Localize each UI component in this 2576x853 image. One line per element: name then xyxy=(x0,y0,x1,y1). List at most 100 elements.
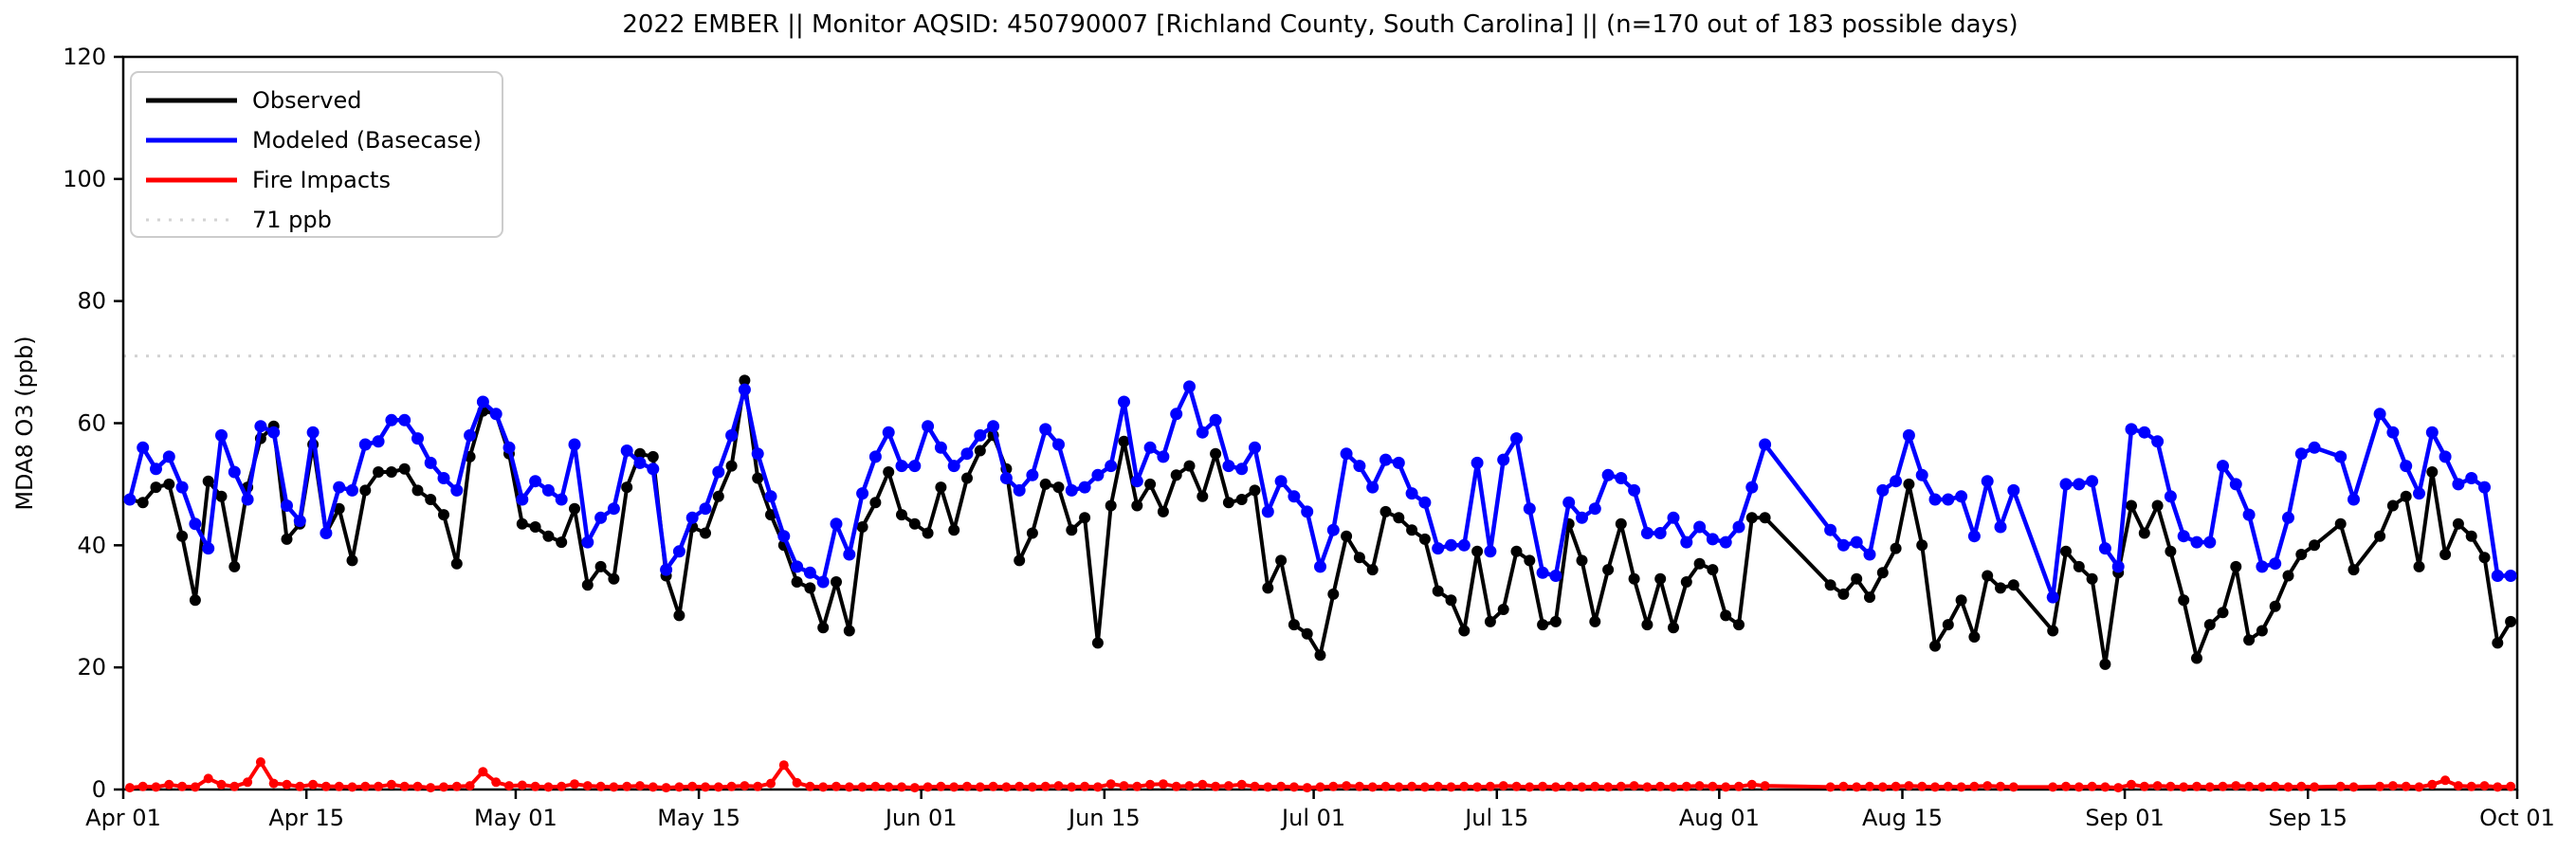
series-marker-fire-impacts xyxy=(2506,781,2516,791)
series-marker-fire-impacts xyxy=(2283,782,2293,792)
series-marker-fire-impacts xyxy=(1485,781,1495,791)
series-marker-fire-impacts xyxy=(1302,783,1312,793)
series-marker-observed xyxy=(2386,499,2399,512)
series-marker-modeled-basecase- xyxy=(1039,423,1052,436)
series-marker-fire-impacts xyxy=(491,777,502,788)
series-marker-modeled-basecase- xyxy=(450,483,464,497)
series-marker-modeled-basecase- xyxy=(830,517,843,531)
series-marker-fire-impacts xyxy=(1590,781,1600,791)
series-marker-fire-impacts xyxy=(151,782,161,792)
series-marker-fire-impacts xyxy=(2165,781,2176,791)
series-marker-modeled-basecase- xyxy=(1850,535,1863,549)
series-marker-modeled-basecase- xyxy=(162,450,175,463)
series-marker-modeled-basecase- xyxy=(215,428,228,442)
series-marker-observed xyxy=(1327,588,1340,600)
series-marker-observed xyxy=(2126,499,2137,512)
series-marker-fire-impacts xyxy=(1027,782,1037,792)
series-marker-observed xyxy=(2138,527,2150,539)
series-marker-fire-impacts xyxy=(1328,781,1339,791)
series-marker-fire-impacts xyxy=(805,781,815,791)
series-marker-observed xyxy=(1026,527,1038,539)
series-marker-fire-impacts xyxy=(177,781,188,791)
legend-label-modeled-basecase-: Modeled (Basecase) xyxy=(252,127,482,154)
series-marker-observed xyxy=(425,494,437,505)
series-marker-modeled-basecase- xyxy=(1471,456,1484,469)
series-marker-fire-impacts xyxy=(2008,782,2019,792)
series-marker-fire-impacts xyxy=(1014,781,1025,791)
series-marker-fire-impacts xyxy=(504,781,514,791)
series-marker-observed xyxy=(1249,484,1261,497)
series-marker-fire-impacts xyxy=(1197,779,1208,789)
series-marker-fire-impacts xyxy=(2192,781,2201,791)
series-marker-fire-impacts xyxy=(1184,781,1195,791)
series-marker-fire-impacts xyxy=(1996,781,2005,791)
series-marker-modeled-basecase- xyxy=(1640,527,1653,539)
series-marker-observed xyxy=(647,450,659,463)
series-marker-fire-impacts xyxy=(1669,782,1678,792)
series-marker-observed xyxy=(1197,490,1209,502)
series-marker-modeled-basecase- xyxy=(1484,545,1497,558)
series-marker-observed xyxy=(516,517,528,530)
series-marker-fire-impacts xyxy=(1380,781,1391,791)
series-marker-observed xyxy=(948,524,960,536)
series-marker-modeled-basecase- xyxy=(843,548,856,561)
series-marker-modeled-basecase- xyxy=(1445,538,1457,552)
series-marker-fire-impacts xyxy=(661,783,671,793)
series-marker-fire-impacts xyxy=(1498,781,1508,791)
x-tick-label: Apr 15 xyxy=(268,805,344,831)
series-marker-modeled-basecase- xyxy=(751,447,764,461)
series-marker-modeled-basecase- xyxy=(2294,447,2308,461)
series-marker-fire-impacts xyxy=(726,781,737,791)
series-marker-modeled-basecase- xyxy=(1693,520,1707,534)
series-marker-observed xyxy=(228,560,241,572)
series-marker-fire-impacts xyxy=(975,782,985,792)
series-marker-modeled-basecase- xyxy=(791,560,804,573)
series-marker-modeled-basecase- xyxy=(1706,533,1719,546)
series-marker-modeled-basecase- xyxy=(1170,408,1183,421)
series-marker-observed xyxy=(1039,478,1051,490)
series-marker-fire-impacts xyxy=(1642,782,1653,792)
series-marker-modeled-basecase- xyxy=(947,460,960,473)
series-marker-observed xyxy=(281,533,293,545)
series-marker-modeled-basecase- xyxy=(712,465,725,479)
series-marker-fire-impacts xyxy=(2152,781,2163,791)
series-marker-modeled-basecase- xyxy=(568,438,581,451)
series-marker-fire-impacts xyxy=(884,782,894,792)
series-marker-modeled-basecase- xyxy=(1680,535,1693,549)
series-marker-observed xyxy=(1589,615,1601,627)
series-marker-observed xyxy=(1995,582,2006,594)
series-marker-fire-impacts xyxy=(1211,781,1221,791)
series-marker-observed xyxy=(1733,619,1745,631)
series-marker-modeled-basecase- xyxy=(1013,483,1026,497)
series-marker-modeled-basecase- xyxy=(320,527,333,539)
series-marker-modeled-basecase- xyxy=(2334,450,2348,463)
series-marker-observed xyxy=(1759,512,1771,524)
series-marker-observed xyxy=(1418,533,1431,545)
series-marker-modeled-basecase- xyxy=(816,575,830,589)
series-marker-observed xyxy=(935,481,947,494)
series-marker-modeled-basecase- xyxy=(1863,548,1876,561)
series-marker-fire-impacts xyxy=(713,782,723,792)
series-marker-observed xyxy=(1091,637,1104,649)
series-marker-modeled-basecase- xyxy=(1759,438,1772,451)
series-marker-modeled-basecase- xyxy=(1876,483,1890,497)
series-marker-observed xyxy=(2151,499,2164,512)
series-marker-fire-impacts xyxy=(635,781,645,791)
series-marker-modeled-basecase- xyxy=(1432,542,1445,555)
series-marker-fire-impacts xyxy=(243,777,253,788)
series-marker-modeled-basecase- xyxy=(137,441,150,454)
series-marker-modeled-basecase- xyxy=(2046,590,2059,604)
series-marker-modeled-basecase- xyxy=(372,435,385,448)
series-marker-fire-impacts xyxy=(897,782,906,792)
series-marker-modeled-basecase- xyxy=(2007,483,2020,497)
series-marker-observed xyxy=(908,517,921,530)
series-marker-modeled-basecase- xyxy=(437,472,450,484)
series-marker-observed xyxy=(896,509,907,521)
series-marker-observed xyxy=(621,481,633,494)
series-marker-modeled-basecase- xyxy=(1732,520,1745,534)
series-marker-fire-impacts xyxy=(1852,782,1862,792)
series-marker-modeled-basecase- xyxy=(2177,530,2190,543)
y-tick-label: 20 xyxy=(77,654,106,681)
series-marker-modeled-basecase- xyxy=(1928,493,1942,506)
series-marker-modeled-basecase- xyxy=(647,463,660,476)
